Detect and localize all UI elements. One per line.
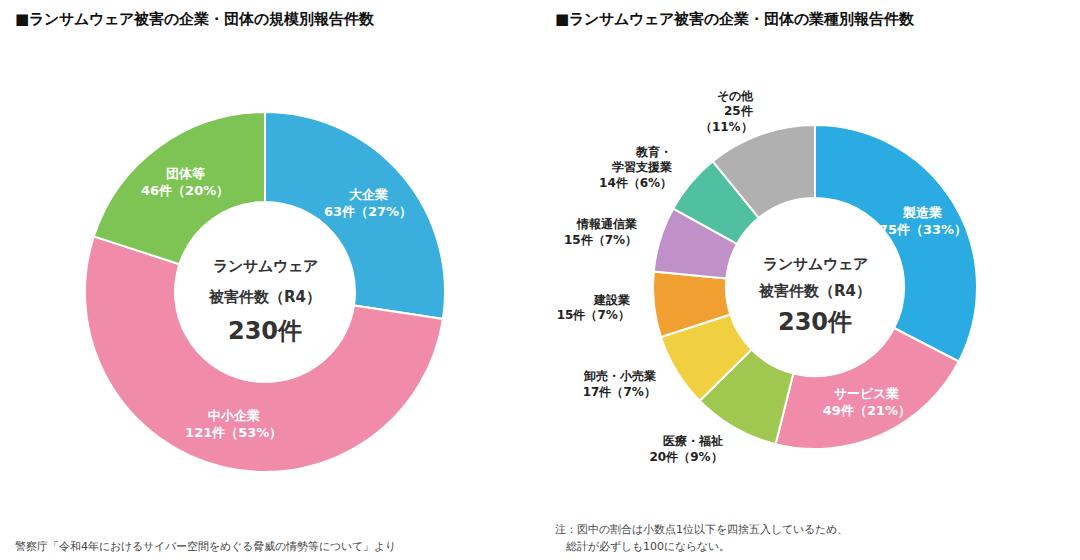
label-line: 15件（7%） [557, 308, 630, 322]
center-text: 230件 [778, 308, 852, 336]
donut: 製造業 75件（33%） サービス業 49件（21%） 医療・福祉 20件（9%） 卸売・小… [557, 88, 977, 463]
data-label: 中小企業 121件（53%） [185, 407, 282, 439]
label-line: その他 [717, 88, 754, 102]
data-label: 製造業 75件（33%） [879, 204, 967, 236]
slices [85, 112, 445, 472]
slice [94, 112, 265, 264]
label-line: （11%） [700, 120, 753, 134]
data-label: その他 25件 （11%） [700, 88, 754, 133]
data-label: サービス業 49件（21%） [823, 385, 911, 417]
label-line: 大企業 [349, 186, 388, 201]
center-text: 230件 [228, 317, 302, 345]
footnote: 総計が必ずしも100にならない。 [555, 540, 730, 553]
label-line: 17件（7%） [583, 384, 656, 398]
chart-title: ■ランサムウェア被害の企業・団体の規模別報告件数 [15, 10, 375, 28]
center-text: 被害件数（R4） [758, 282, 871, 300]
label-line: 建設業 [593, 292, 630, 306]
label-line: 75件（33%） [879, 221, 967, 236]
data-labels: 大企業 63件（27%） 中小企業 121件（53%） 団体等 46件（20%） [141, 165, 412, 439]
slice [85, 236, 443, 472]
label-line: 121件（53%） [185, 424, 282, 439]
donut: 大企業 63件（27%） 中小企業 121件（53%） 団体等 46件（20%） ランサムウ… [85, 112, 445, 472]
label-line: 46件（20%） [141, 182, 229, 197]
data-label: 医療・福祉 20件（9%） [650, 433, 723, 463]
label-line: 25件 [724, 104, 753, 118]
label-line: 医療・福祉 [663, 433, 723, 447]
slice [713, 125, 815, 218]
center-text: ランサムウェア [213, 257, 318, 275]
label-line: 20件（9%） [650, 449, 723, 463]
label-line: 14件（6%） [599, 176, 672, 190]
chart-title: ■ランサムウェア被害の企業・団体の業種別報告件数 [555, 10, 915, 28]
footnote: 注：図中の割合は小数点1位以下を四捨五入しているため、 [555, 523, 848, 536]
chart-canvas: ■ランサムウェア被害の企業・団体の規模別報告件数大企業 63件（27%） 中小企業 1… [0, 0, 1080, 560]
data-label: 情報通信業15件（7%） [564, 217, 637, 247]
footnote: 警察庁「令和4年におけるサイバー空間をめぐる脅威の情勢等について」より [15, 540, 396, 553]
center-text: 被害件数（R4） [208, 288, 321, 306]
label-line: 63件（27%） [324, 203, 412, 218]
label-line: 団体等 [166, 165, 205, 180]
data-label: 大企業 63件（27%） [324, 186, 412, 218]
data-label: 団体等 46件（20%） [141, 165, 229, 197]
data-label: 建設業 15件（7%） [557, 292, 630, 322]
label-line: サービス業 [834, 385, 899, 400]
slice [653, 272, 730, 338]
label-line: 製造業 [902, 204, 942, 219]
label-line: 学習支援業 [612, 160, 672, 174]
label-line: 卸売・小売業 [583, 368, 656, 382]
label-line: 15件（7%） [564, 232, 637, 246]
label-line: 教育・ [635, 144, 672, 158]
slices [653, 125, 977, 449]
data-labels: 製造業 75件（33%） サービス業 49件（21%） 医療・福祉 20件（9%） 卸売・小… [557, 88, 967, 463]
slice [776, 328, 959, 449]
data-label: 教育・学習支援業 14件（6%） [599, 144, 672, 189]
label-line: 49件（21%） [823, 402, 911, 417]
data-label: 卸売・小売業 17件（7%） [583, 368, 656, 398]
center-text: ランサムウェア [763, 255, 868, 273]
label-line: 情報通信業 [576, 217, 637, 231]
label-line: 中小企業 [208, 407, 260, 422]
